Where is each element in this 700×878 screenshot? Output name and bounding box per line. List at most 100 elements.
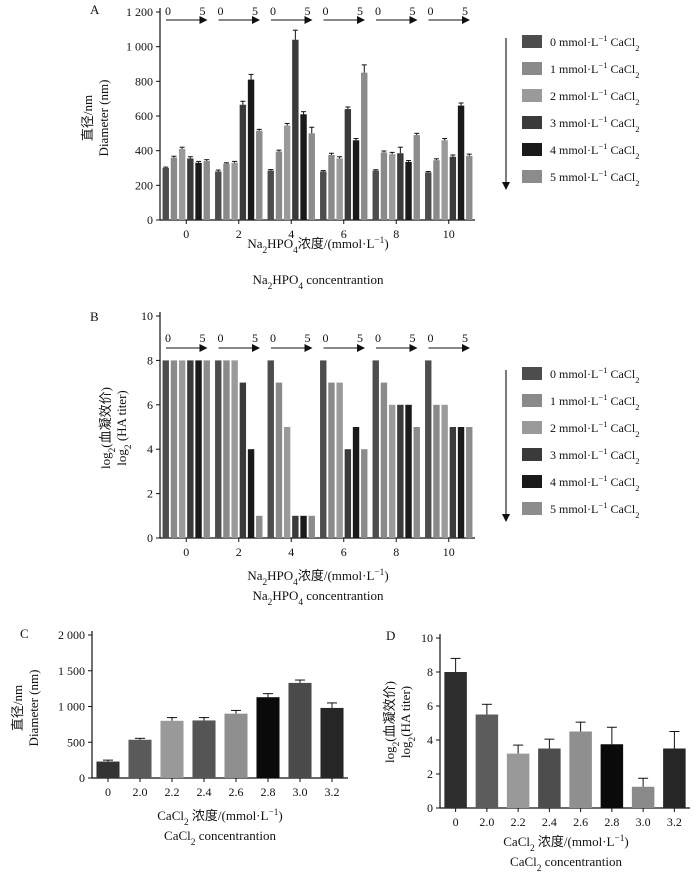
panel-label: A [90, 2, 100, 17]
legend-entry-4-part: 4 mmol·L [550, 143, 598, 157]
bar-A-0-s5 [203, 161, 210, 220]
x-tick-label: 2.6 [229, 785, 244, 799]
bar-B-2-s2 [231, 360, 238, 538]
y-axis-title-b-line2: log2 (HA titer) [114, 390, 134, 465]
bar-A-10-s3 [449, 156, 457, 220]
legend-entry-1: 1 mmol·L−1 CaCl2 [550, 60, 640, 80]
x-axis-title-a-line1-part: 4 [293, 246, 298, 256]
legend-entry-1-part: 1 mmol·L [550, 394, 598, 408]
arrow-end-label: 5 [200, 331, 206, 345]
x-tick-label: 10 [443, 545, 455, 559]
arrow-start-label: 0 [323, 331, 329, 345]
x-tick-label: 3.2 [325, 785, 340, 799]
legend-entry-0: 0 mmol·L−1 CaCl2 [550, 365, 640, 385]
y-tick-label: 6 [427, 699, 433, 713]
bar-A-4-s3 [292, 39, 299, 220]
legend-entry-2-part: 2 mmol·L [550, 421, 598, 435]
arrow-start-label: 0 [165, 4, 171, 18]
y-axis-title-b-line2-part: (HA titer) [114, 390, 129, 444]
bar-B-8-s2 [388, 404, 396, 538]
x-tick-label: 4 [288, 545, 294, 559]
y-axis-title-d-line2: log2(HA titer) [398, 686, 418, 758]
arrow-start-label: 0 [218, 331, 224, 345]
bar-B-8-s3 [397, 404, 404, 538]
x-axis-title-b-line1-part: 4 [293, 578, 298, 588]
bar-C-2.0 [128, 739, 152, 778]
x-axis-title-d-line1-part: ) [624, 834, 628, 849]
x-tick-label: 0 [183, 227, 189, 241]
bar-B-6-s0 [320, 360, 327, 538]
y-tick-label: 0 [147, 531, 153, 545]
legend-entry-5-part: CaCl [608, 502, 636, 516]
y-axis-title-d-line2-part: log [398, 741, 413, 758]
legend-entry-3-part: CaCl [608, 116, 636, 130]
arrow-end-label: 5 [305, 4, 311, 18]
x-axis-title-b-line1-part: 浓度/(mmol·L [298, 568, 375, 583]
x-tick-label: 2.8 [604, 815, 619, 829]
legend-swatch-1 [522, 62, 542, 75]
y-axis-title-c-line2: Diameter (nm) [26, 670, 41, 747]
arrow-start-label: 0 [218, 4, 224, 18]
bar-C-0 [96, 761, 120, 778]
legend-entry-2: 2 mmol·L−1 CaCl2 [550, 419, 640, 439]
arrow-start-label: 0 [428, 4, 434, 18]
bar-C-3.2 [320, 707, 344, 778]
bar-A-6-s4 [352, 140, 360, 220]
legend-entry-4-part: −1 [598, 141, 607, 151]
bar-A-2-s4 [247, 79, 255, 220]
y-tick-label: 8 [427, 665, 433, 679]
legend-entry-3: 3 mmol·L−1 CaCl2 [550, 114, 640, 134]
x-axis-title-b-line1-part: Na [247, 568, 262, 583]
arrow-start-label: 0 [270, 4, 276, 18]
bar-B-6-s5 [361, 449, 368, 538]
legend-entry-4: 4 mmol·L−1 CaCl2 [550, 141, 640, 161]
x-axis-title-a-line1-part: Na [247, 236, 262, 251]
bar-A-4-s0 [267, 170, 274, 220]
x-tick-label: 4 [288, 227, 294, 241]
bar-A-2-s1 [223, 163, 230, 220]
bar-D-2.8 [600, 744, 624, 808]
bar-A-0-s1 [170, 157, 178, 220]
bar-A-4-s2 [283, 125, 291, 220]
bar-B-2-s0 [215, 360, 222, 538]
legend-entry-0: 0 mmol·L−1 CaCl2 [550, 33, 640, 53]
y-tick-label: 1 200 [126, 5, 153, 19]
bar-A-10-s2 [441, 140, 448, 220]
bar-B-4-s0 [267, 360, 274, 538]
y-tick-label: 0 [427, 801, 433, 815]
legend-entry-5-part: 2 [635, 178, 639, 188]
legend-entry-2-part: −1 [598, 87, 607, 97]
y-tick-label: 1 500 [58, 664, 85, 678]
y-tick-label: 4 [147, 442, 153, 456]
bar-B-8-s0 [372, 360, 379, 538]
arrow-end-label: 5 [462, 4, 468, 18]
bar-A-6-s1 [328, 155, 335, 220]
arrow-end-label: 5 [357, 331, 363, 345]
bar-B-4-s5 [308, 515, 315, 538]
legend-swatch-2 [522, 421, 542, 434]
bar-C-2.2 [160, 720, 184, 778]
legend-entry-1-part: 2 [635, 402, 639, 412]
x-axis-title-b-line1-part: −1 [374, 568, 384, 578]
bar-B-2-s3 [239, 382, 247, 538]
bar-B-2-s5 [256, 515, 263, 538]
x-tick-label: 6 [341, 227, 347, 241]
legend-swatch-5 [522, 170, 542, 183]
bar-B-10-s2 [441, 404, 448, 538]
bar-B-0-s5 [203, 360, 210, 538]
legend-entry-5-part: 5 mmol·L [550, 502, 598, 516]
bar-B-2-s1 [223, 360, 230, 538]
x-axis-title-b-line2-part: 4 [298, 598, 303, 608]
arrow-end-label: 5 [252, 331, 258, 345]
x-tick-label: 6 [341, 545, 347, 559]
bar-D-2.0 [475, 714, 499, 808]
legend-entry-5-part: CaCl [608, 170, 636, 184]
legend-entry-4-part: 2 [635, 151, 639, 161]
bar-B-10-s1 [433, 404, 440, 538]
bar-A-8-s3 [397, 153, 404, 220]
x-axis-title-d-line1-part: 2 [530, 844, 535, 854]
legend-entry-1: 1 mmol·L−1 CaCl2 [550, 392, 640, 412]
x-tick-label: 10 [443, 227, 455, 241]
x-axis-title-d-line2-part: concentrantion [541, 854, 622, 869]
x-axis-title-c-line2-part: concentrantion [195, 828, 276, 843]
